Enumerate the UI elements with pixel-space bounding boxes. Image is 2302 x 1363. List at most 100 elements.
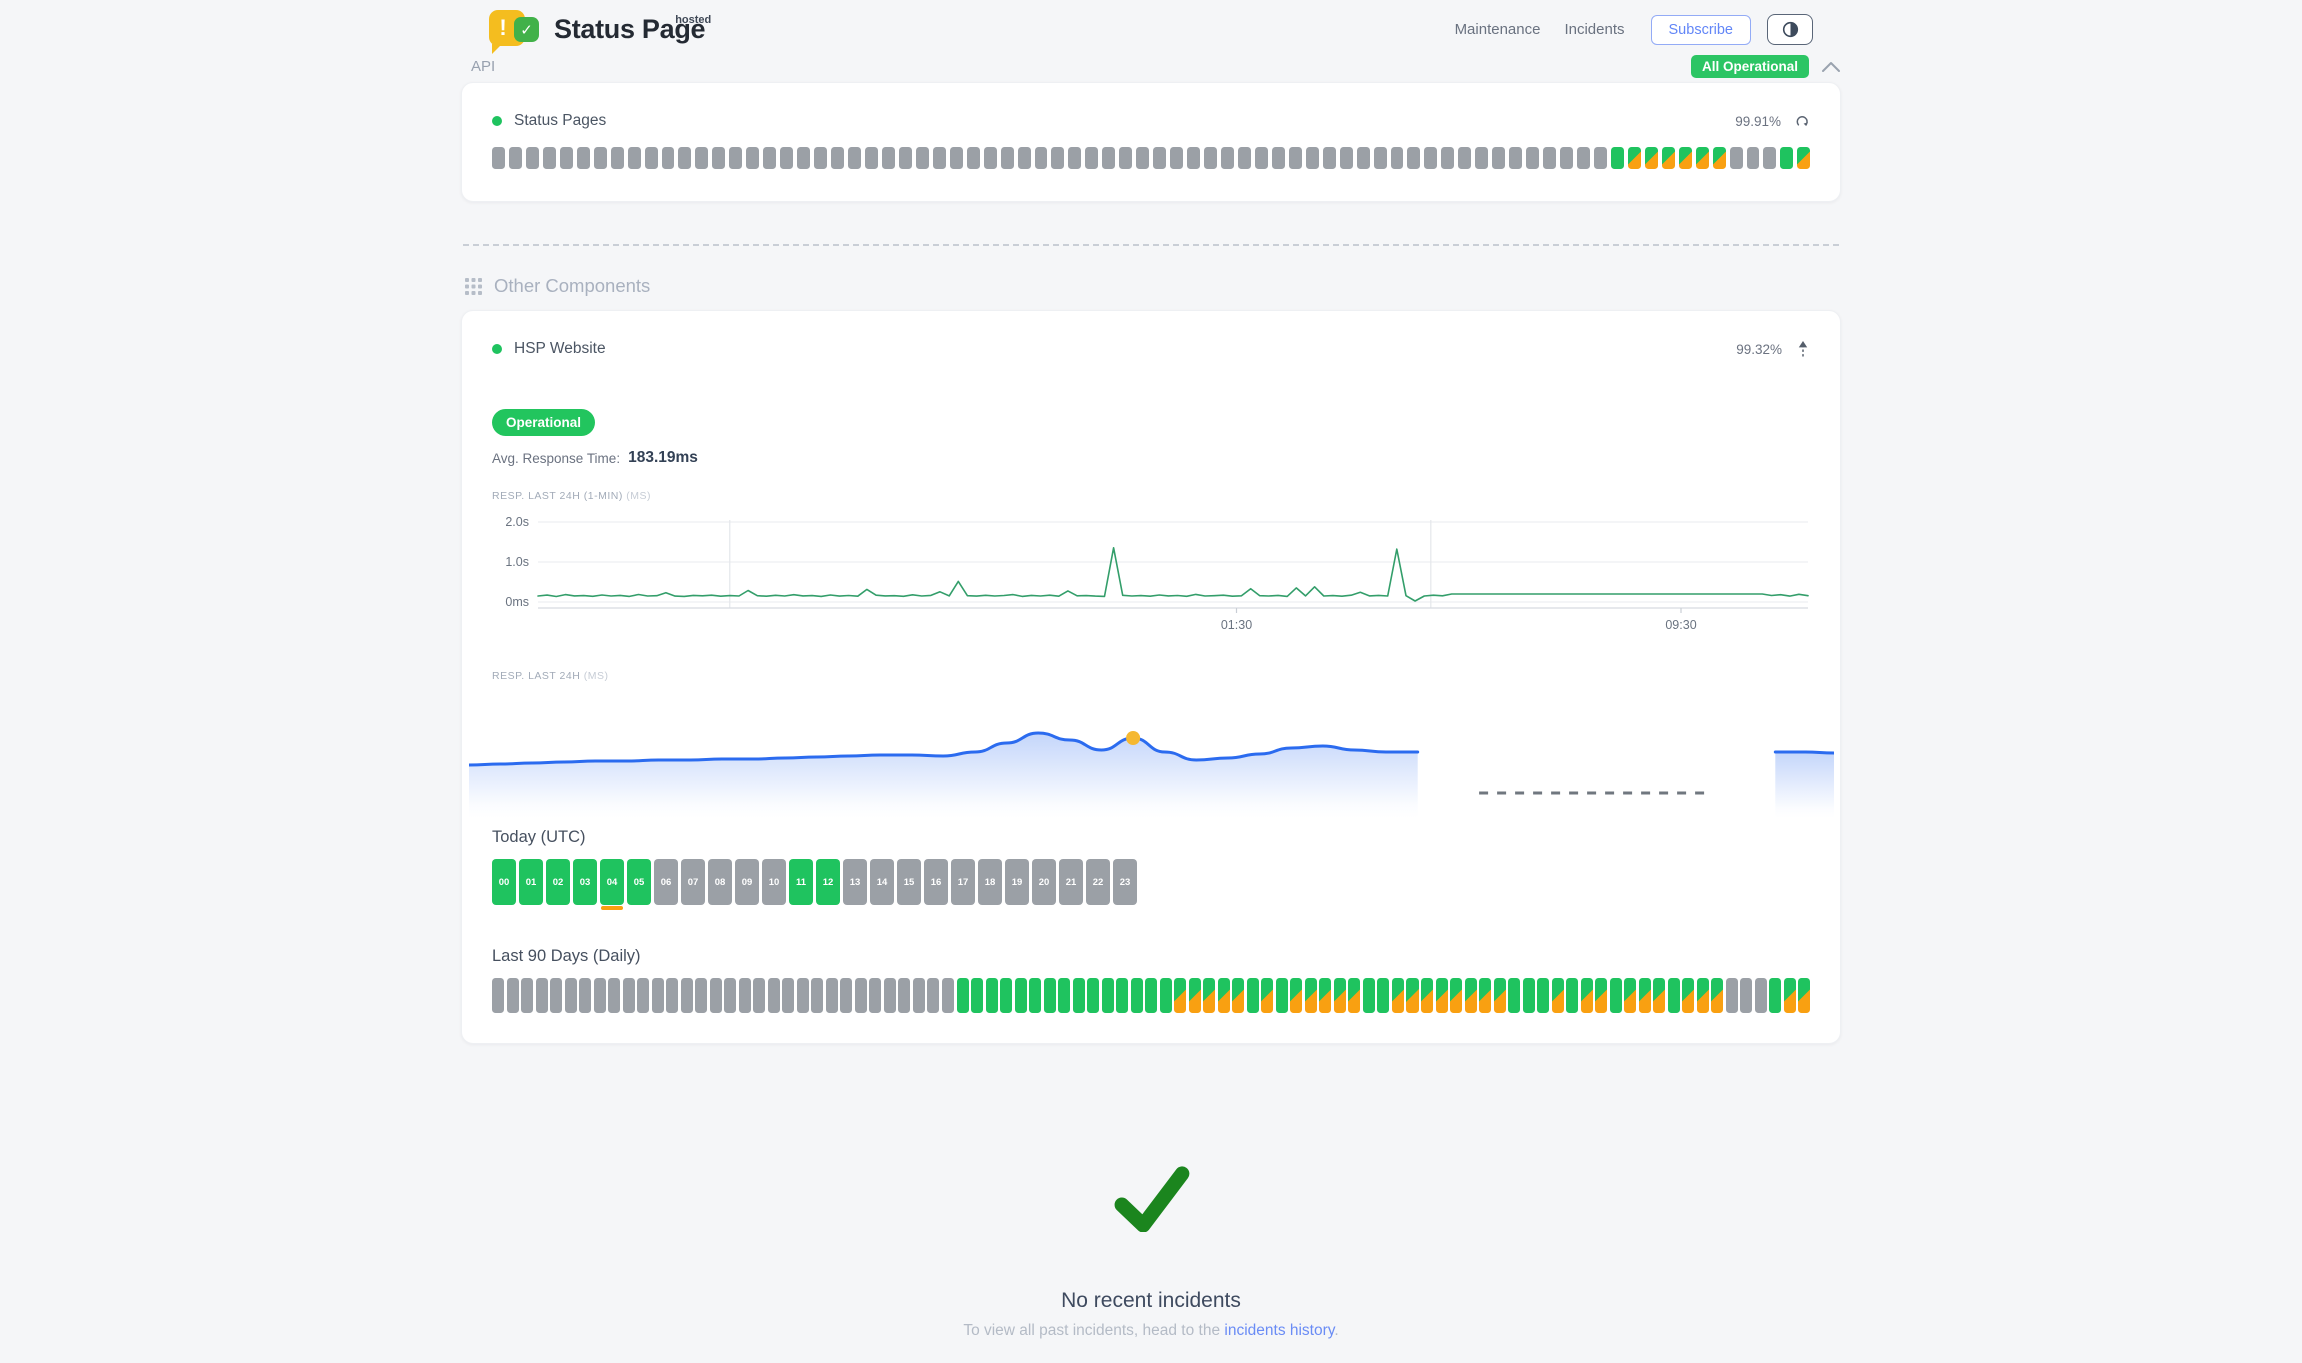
day-uptime-bar[interactable] <box>1653 978 1666 1013</box>
uptime-bar[interactable] <box>746 147 760 169</box>
day-uptime-bar[interactable] <box>535 978 548 1013</box>
day-uptime-bar[interactable] <box>724 978 737 1013</box>
day-uptime-bar[interactable] <box>1101 978 1114 1013</box>
day-uptime-bar[interactable] <box>622 978 635 1013</box>
hour-block-04[interactable]: 04 <box>600 859 624 910</box>
day-uptime-bar[interactable] <box>1290 978 1303 1013</box>
day-uptime-bar[interactable] <box>1464 978 1477 1013</box>
uptime-bar[interactable] <box>1577 147 1590 169</box>
day-uptime-bar[interactable] <box>1450 978 1463 1013</box>
day-uptime-bar[interactable] <box>1522 978 1535 1013</box>
uptime-bar[interactable] <box>695 147 709 169</box>
nav-maintenance[interactable]: Maintenance <box>1454 21 1541 38</box>
hour-block-22[interactable]: 22 <box>1086 859 1110 905</box>
uptime-bar[interactable] <box>915 147 929 169</box>
hour-block-00[interactable]: 00 <box>492 859 516 905</box>
uptime-bar[interactable] <box>1356 147 1370 169</box>
uptime-bar[interactable] <box>576 147 590 169</box>
uptime-bar[interactable] <box>1271 147 1285 169</box>
day-uptime-bar[interactable] <box>1667 978 1680 1013</box>
day-uptime-bar[interactable] <box>753 978 766 1013</box>
day-uptime-bar[interactable] <box>1537 978 1550 1013</box>
hour-block-06[interactable]: 06 <box>654 859 678 905</box>
uptime-bar[interactable] <box>678 147 692 169</box>
day-uptime-bar[interactable] <box>941 978 954 1013</box>
uptime-bar[interactable] <box>1695 147 1709 169</box>
day-uptime-bar[interactable] <box>1391 978 1404 1013</box>
subscribe-button[interactable]: Subscribe <box>1650 14 1751 45</box>
hour-block-10[interactable]: 10 <box>762 859 786 905</box>
day-uptime-bar[interactable] <box>840 978 853 1013</box>
uptime-bar[interactable] <box>525 147 539 169</box>
hour-block-23[interactable]: 23 <box>1113 859 1137 905</box>
uptime-bar[interactable] <box>1407 147 1421 169</box>
day-uptime-bar[interactable] <box>854 978 867 1013</box>
uptime-bar[interactable] <box>1034 147 1048 169</box>
hour-block-09[interactable]: 09 <box>735 859 759 905</box>
uptime-bar[interactable] <box>1288 147 1302 169</box>
uptime-bar[interactable] <box>542 147 556 169</box>
day-uptime-bar[interactable] <box>927 978 940 1013</box>
day-uptime-bar[interactable] <box>506 978 519 1013</box>
day-uptime-bar[interactable] <box>1421 978 1434 1013</box>
uptime-bar[interactable] <box>1424 147 1438 169</box>
uptime-bar[interactable] <box>864 147 878 169</box>
hour-block-12[interactable]: 12 <box>816 859 840 905</box>
uptime-bar[interactable] <box>1678 147 1692 169</box>
day-uptime-bar[interactable] <box>709 978 722 1013</box>
day-uptime-bar[interactable] <box>811 978 824 1013</box>
day-uptime-bar[interactable] <box>1493 978 1506 1013</box>
day-uptime-bar[interactable] <box>1261 978 1274 1013</box>
day-uptime-bar[interactable] <box>1000 978 1013 1013</box>
hour-block-20[interactable]: 20 <box>1032 859 1056 905</box>
uptime-bar[interactable] <box>898 147 912 169</box>
uptime-bar[interactable] <box>1390 147 1404 169</box>
chevron-up-icon[interactable] <box>1821 60 1841 73</box>
uptime-bar[interactable] <box>559 147 573 169</box>
day-uptime-bar[interactable] <box>825 978 838 1013</box>
hour-block-15[interactable]: 15 <box>897 859 921 905</box>
day-uptime-bar[interactable] <box>666 978 679 1013</box>
uptime-bar[interactable] <box>1763 147 1777 169</box>
day-uptime-bar[interactable] <box>680 978 693 1013</box>
day-uptime-bar[interactable] <box>1696 978 1709 1013</box>
uptime-bar[interactable] <box>1170 147 1184 169</box>
day-uptime-bar[interactable] <box>1174 978 1187 1013</box>
uptime-bar[interactable] <box>1153 147 1167 169</box>
hour-block-16[interactable]: 16 <box>924 859 948 905</box>
uptime-bar[interactable] <box>1492 147 1506 169</box>
day-uptime-bar[interactable] <box>898 978 911 1013</box>
day-uptime-bar[interactable] <box>1203 978 1216 1013</box>
day-uptime-bar[interactable] <box>1159 978 1172 1013</box>
day-uptime-bar[interactable] <box>1798 978 1811 1013</box>
uptime-bar[interactable] <box>1102 147 1116 169</box>
uptime-bar[interactable] <box>1237 147 1251 169</box>
hour-block-07[interactable]: 07 <box>681 859 705 905</box>
day-uptime-bar[interactable] <box>521 978 534 1013</box>
uptime-bar[interactable] <box>1339 147 1353 169</box>
day-uptime-bar[interactable] <box>782 978 795 1013</box>
day-uptime-bar[interactable] <box>1580 978 1593 1013</box>
day-uptime-bar[interactable] <box>1319 978 1332 1013</box>
uptime-bar[interactable] <box>1729 147 1743 169</box>
uptime-bar[interactable] <box>1187 147 1201 169</box>
overall-status-badge[interactable]: All Operational <box>1690 54 1809 78</box>
day-uptime-bar[interactable] <box>1014 978 1027 1013</box>
day-uptime-bar[interactable] <box>1711 978 1724 1013</box>
day-uptime-bar[interactable] <box>1740 978 1753 1013</box>
day-uptime-bar[interactable] <box>912 978 925 1013</box>
uptime-bar[interactable] <box>1610 147 1624 169</box>
day-uptime-bar[interactable] <box>1217 978 1230 1013</box>
day-uptime-bar[interactable] <box>1638 978 1651 1013</box>
day-uptime-bar[interactable] <box>579 978 592 1013</box>
day-uptime-bar[interactable] <box>985 978 998 1013</box>
day-uptime-bar[interactable] <box>1087 978 1100 1013</box>
uptime-bar[interactable] <box>780 147 794 169</box>
uptime-bar[interactable] <box>492 147 505 169</box>
uptime-bar[interactable] <box>508 147 522 169</box>
hour-block-21[interactable]: 21 <box>1059 859 1083 905</box>
day-uptime-bar[interactable] <box>1754 978 1767 1013</box>
day-uptime-bar[interactable] <box>1072 978 1085 1013</box>
uptime-bar[interactable] <box>1373 147 1387 169</box>
day-uptime-bar[interactable] <box>738 978 751 1013</box>
